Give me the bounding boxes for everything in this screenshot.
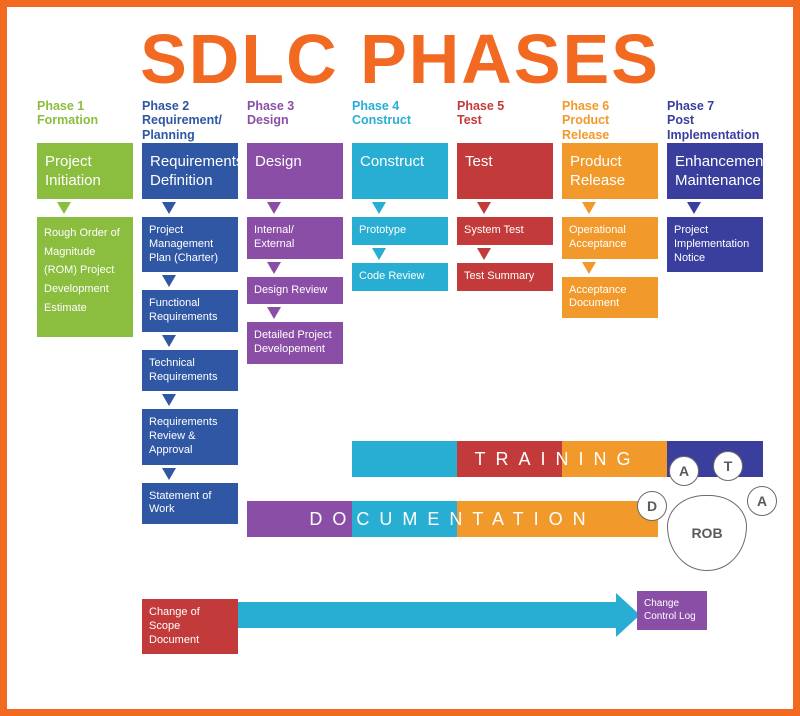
arrow-down-icon [267, 262, 281, 274]
frame: SDLC PHASES Phase 1FormationProject Init… [0, 0, 800, 716]
paw-toe: D [637, 491, 667, 521]
band-label: DOCUMENTATION [309, 509, 595, 530]
scope-document-box: Change of Scope Document [142, 599, 238, 654]
phase-item-box: Test Summary [457, 263, 553, 291]
phase-column-7: Phase 7PostImplementationEnhancement Mai… [667, 99, 763, 272]
paw-logo: ROBDATA [647, 451, 787, 581]
phase-label: Phase 4Construct [352, 99, 448, 143]
phase-item-box: Rough Order of Magnitude (ROM) Project D… [37, 217, 133, 337]
phase-item-box: Operational Acceptance [562, 217, 658, 259]
arrow-down-icon [267, 202, 281, 214]
phase-item-box: Technical Requirements [142, 350, 238, 392]
phase-head-box: Requirements Definition [142, 143, 238, 199]
arrow-down-icon [477, 202, 491, 214]
big-arrow-shaft [238, 602, 616, 628]
phases-container: Phase 1FormationProject Initiation Rough … [37, 99, 763, 659]
arrow-down-icon [162, 202, 176, 214]
phase-column-6: Phase 6ProductReleaseProduct Release Oper… [562, 99, 658, 318]
page-title: SDLC PHASES [37, 19, 763, 99]
arrow-down-icon [162, 394, 176, 406]
paw-toe: A [747, 486, 777, 516]
phase-head-box: Test [457, 143, 553, 199]
paw-toe: T [713, 451, 743, 481]
phase-item-box: Code Review [352, 263, 448, 291]
phase-item-box: Requirements Review & Approval [142, 409, 238, 464]
canvas: SDLC PHASES Phase 1FormationProject Init… [37, 27, 763, 689]
change-log-box: Change Control Log [637, 591, 707, 630]
phase-item-box: Statement of Work [142, 483, 238, 525]
phase-head-box: Enhancement Maintenance [667, 143, 763, 199]
phase-head-box: Project Initiation [37, 143, 133, 199]
phase-column-4: Phase 4ConstructConstruct Prototype Code R… [352, 99, 448, 291]
phase-column-5: Phase 5TestTest System Test Test Summary [457, 99, 553, 291]
arrow-down-icon [582, 202, 596, 214]
phase-head-box: Design [247, 143, 343, 199]
phase-item-box: Prototype [352, 217, 448, 245]
phase-item-box: Project Implementation Notice [667, 217, 763, 272]
phase-column-2: Phase 2Requirement/PlanningRequirements … [142, 99, 238, 524]
phase-item-box: Design Review [247, 277, 343, 305]
arrow-down-icon [582, 262, 596, 274]
phase-head-box: Product Release [562, 143, 658, 199]
phase-item-box: Acceptance Document [562, 277, 658, 319]
phase-label: Phase 5Test [457, 99, 553, 143]
phase-label: Phase 2Requirement/Planning [142, 99, 238, 143]
phase-label: Phase 1Formation [37, 99, 133, 143]
paw-toe: A [669, 456, 699, 486]
arrow-down-icon [372, 202, 386, 214]
arrow-down-icon [477, 248, 491, 260]
arrow-down-icon [162, 468, 176, 480]
arrow-down-icon [57, 202, 71, 214]
phase-item-box: Detailed Project Developement [247, 322, 343, 364]
phase-head-box: Construct [352, 143, 448, 199]
phase-column-1: Phase 1FormationProject Initiation Rough … [37, 99, 133, 337]
arrow-down-icon [267, 307, 281, 319]
phase-label: Phase 6ProductRelease [562, 99, 658, 143]
phase-column-3: Phase 3DesignDesign Internal/External Desi… [247, 99, 343, 364]
phase-item-box: Internal/External [247, 217, 343, 259]
phase-item-box: Functional Requirements [142, 290, 238, 332]
phase-label: Phase 3Design [247, 99, 343, 143]
phase-label: Phase 7PostImplementation [667, 99, 763, 143]
paw-pad: ROB [667, 495, 747, 571]
band-label: TRAINING [474, 449, 640, 470]
arrow-down-icon [162, 335, 176, 347]
arrow-down-icon [687, 202, 701, 214]
documentation-band: DOCUMENTATION [247, 501, 658, 537]
arrow-down-icon [372, 248, 386, 260]
phase-item-box: Project Management Plan (Charter) [142, 217, 238, 272]
arrow-down-icon [162, 275, 176, 287]
band-segment [352, 441, 457, 477]
phase-item-box: System Test [457, 217, 553, 245]
